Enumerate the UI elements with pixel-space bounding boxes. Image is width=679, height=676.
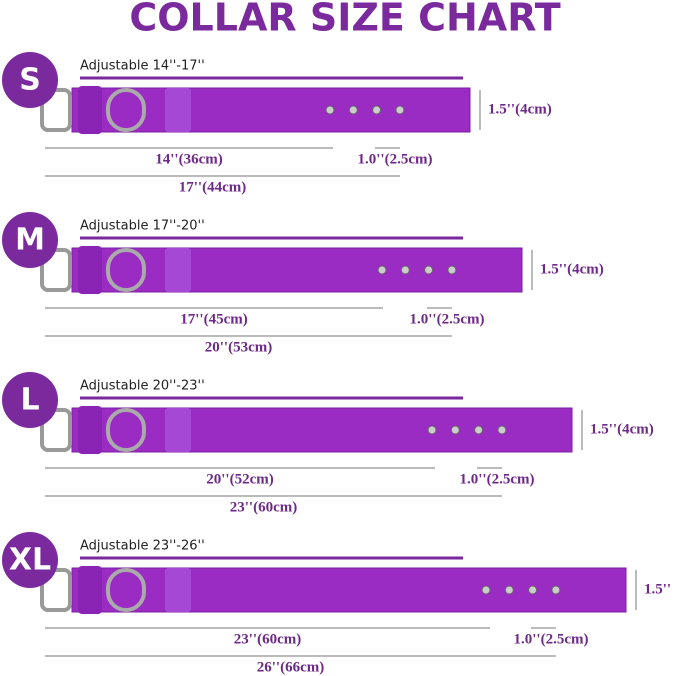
hole (474, 425, 484, 435)
hole (551, 585, 561, 595)
hole (497, 425, 507, 435)
hole-spacing-label: 1.0''(2.5cm) (460, 471, 535, 487)
size-row: Adjustable 17''-20'' 1.5''(4cm) M 17''(45cm… (2, 212, 604, 355)
d-ring (106, 568, 146, 612)
collar-strap (71, 567, 627, 613)
adjustable-label: Adjustable 17''-20'' (80, 219, 205, 234)
max-length-label: 23''(60cm) (230, 499, 297, 515)
size-label: L (20, 383, 39, 418)
adjustable-label: Adjustable 20''-23'' (80, 379, 205, 394)
collar-keeper (78, 566, 102, 614)
hole (504, 585, 514, 595)
loop-band (165, 408, 191, 452)
collar-strap (71, 87, 471, 133)
hole (450, 425, 460, 435)
hole-spacing-label: 1.0''(2.5cm) (358, 151, 433, 167)
hole (377, 265, 387, 275)
width-label: 1.5''(4cm) (488, 101, 552, 117)
size-badge (2, 532, 58, 588)
hole (447, 265, 457, 275)
max-length-label: 26''(66cm) (257, 659, 324, 675)
hole (325, 105, 335, 115)
size-badge (2, 212, 58, 268)
hole (427, 425, 437, 435)
collar-keeper (78, 406, 102, 454)
loop-band (165, 88, 191, 132)
min-length-label: 14''(36cm) (155, 151, 222, 167)
max-length-label: 17''(44cm) (179, 179, 246, 195)
size-label: M (15, 223, 45, 258)
hole (481, 585, 491, 595)
min-length-label: 20''(52cm) (206, 471, 273, 487)
d-ring (106, 408, 146, 452)
min-length-label: 17''(45cm) (180, 311, 247, 327)
hole (424, 265, 434, 275)
collar-strap (71, 407, 573, 453)
loop-band (165, 568, 191, 612)
hole (395, 105, 405, 115)
size-row: Adjustable 14''-17'' 1.5''(4cm) S 14''(36cm… (2, 52, 552, 195)
adjustable-label: Adjustable 23''-26'' (80, 539, 205, 554)
size-badge (2, 52, 58, 108)
collar-keeper (78, 246, 102, 294)
size-label: S (19, 63, 41, 98)
size-row: Adjustable 23''-26'' 1.5'' XL 23''(60cm) 1.0… (2, 532, 671, 675)
hole (348, 105, 358, 115)
adjustable-label: Adjustable 14''-17'' (80, 59, 205, 74)
max-length-label: 20''(53cm) (205, 339, 272, 355)
width-label: 1.5''(4cm) (590, 421, 654, 437)
size-label: XL (9, 543, 51, 578)
loop-band (165, 248, 191, 292)
width-label: 1.5'' (644, 581, 671, 597)
hole (528, 585, 538, 595)
min-length-label: 23''(60cm) (234, 631, 301, 647)
size-badge (2, 372, 58, 428)
d-ring (106, 248, 146, 292)
title: COLLAR SIZE CHART (129, 0, 560, 40)
hole (400, 265, 410, 275)
d-ring (106, 88, 146, 132)
collar-keeper (78, 86, 102, 134)
hole (372, 105, 382, 115)
size-row: Adjustable 20''-23'' 1.5''(4cm) L 20''(52cm… (2, 372, 654, 515)
width-label: 1.5''(4cm) (540, 261, 604, 277)
hole-spacing-label: 1.0''(2.5cm) (410, 311, 485, 327)
hole-spacing-label: 1.0''(2.5cm) (514, 631, 589, 647)
